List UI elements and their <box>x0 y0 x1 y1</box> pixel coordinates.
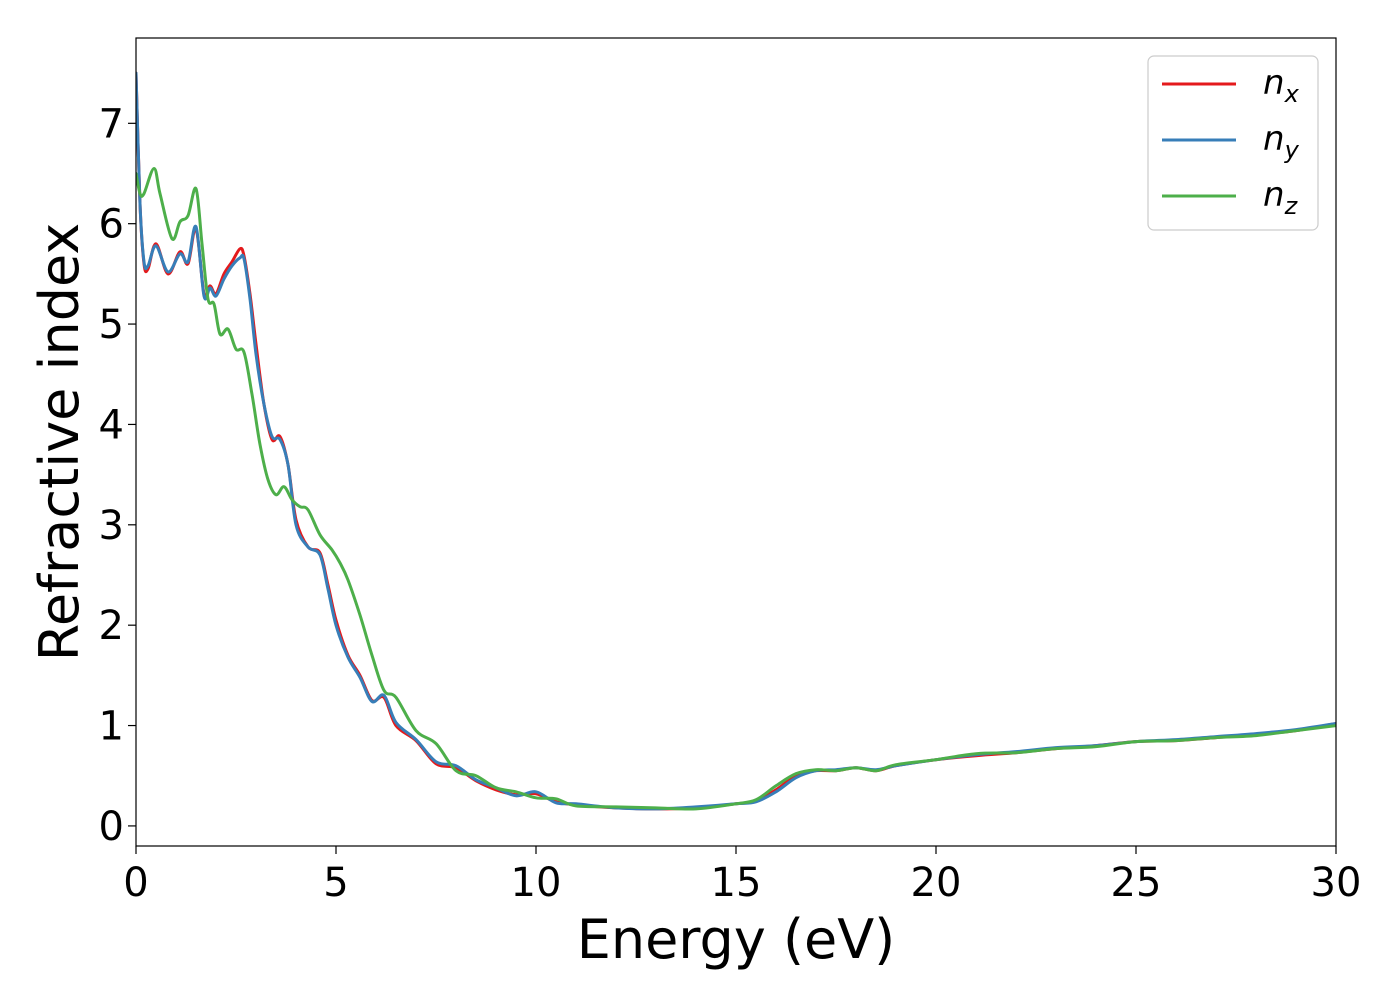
x-tick-label: 25 <box>1111 860 1162 906</box>
x-tick-label: 15 <box>711 860 762 906</box>
series-line-z <box>136 167 1336 811</box>
y-tick-label: 6 <box>99 202 124 248</box>
x-tick-label: 20 <box>911 860 962 906</box>
legend-box <box>1147 55 1319 231</box>
y-tick-label: 1 <box>99 704 124 750</box>
x-tick-label: 30 <box>1311 860 1362 906</box>
y-tick-label: 3 <box>99 503 124 549</box>
y-axis: 0 1 2 3 4 5 6 7 <box>99 101 136 850</box>
x-tick-label: 5 <box>323 860 348 906</box>
x-axis-title: Energy (eV) <box>577 908 896 971</box>
y-tick-label: 7 <box>99 101 124 147</box>
x-tick-label: 0 <box>123 860 148 906</box>
legend-label-x: nx <box>1263 63 1300 108</box>
x-tick-label: 10 <box>511 860 562 906</box>
y-tick-label: 2 <box>99 603 124 649</box>
x-axis: 0 5 10 15 20 25 30 <box>123 846 1361 906</box>
legend: nx ny nz <box>1147 55 1319 231</box>
legend-label-y: ny <box>1263 119 1300 164</box>
series-layer <box>136 71 1336 811</box>
y-tick-label: 5 <box>99 302 124 348</box>
legend-label-z: nz <box>1263 175 1299 220</box>
y-tick-label: 4 <box>99 402 124 448</box>
y-axis-title: Refractive index <box>28 223 91 662</box>
y-tick-label: 0 <box>99 804 124 850</box>
